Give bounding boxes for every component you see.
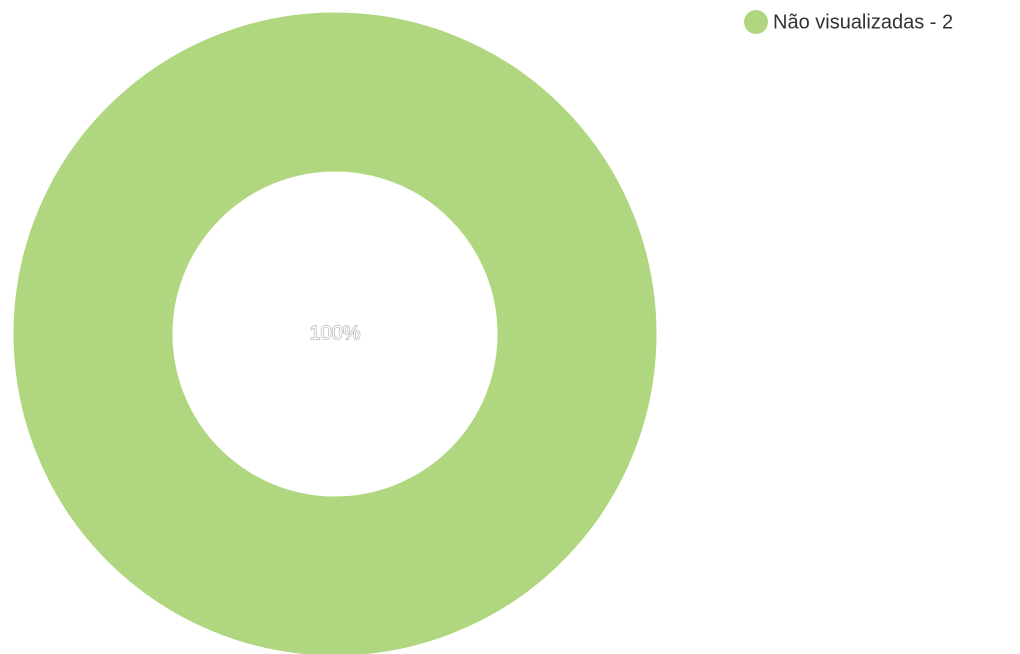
legend-swatch bbox=[744, 10, 768, 34]
donut-slice bbox=[12, 11, 658, 654]
legend-label: Não visualizadas - 2 bbox=[773, 11, 953, 33]
value-label: 100% bbox=[309, 322, 360, 344]
